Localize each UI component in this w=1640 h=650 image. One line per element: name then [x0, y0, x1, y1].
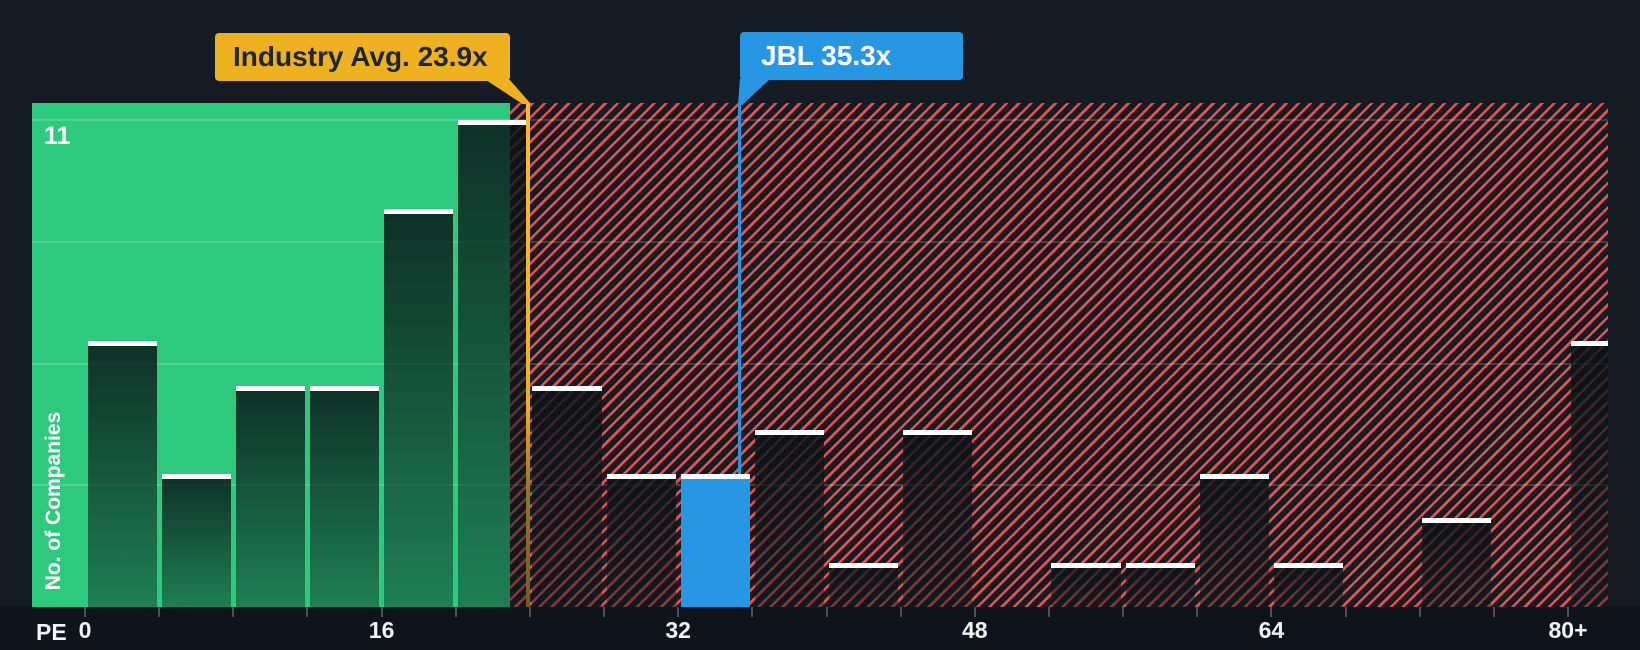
x-axis-tick	[84, 607, 86, 617]
x-axis-tick	[306, 607, 309, 617]
x-axis-tick-label: 48	[962, 617, 988, 643]
histogram-bar[interactable]	[87, 341, 157, 607]
histogram-bar-company[interactable]	[680, 474, 750, 607]
x-axis-tick	[528, 607, 531, 617]
histogram-bar[interactable]	[458, 120, 528, 607]
histogram-bar[interactable]	[161, 474, 231, 607]
bar-top-marker	[309, 385, 380, 391]
bar-top-marker	[754, 429, 824, 435]
gridline	[32, 119, 1608, 121]
bar-top-marker	[87, 341, 157, 347]
x-axis-tick-label: 32	[665, 617, 691, 643]
histogram-bar[interactable]	[754, 429, 824, 607]
x-axis-tick	[454, 607, 457, 617]
x-axis-tick	[603, 607, 606, 617]
bar-top-marker	[1199, 474, 1269, 480]
gridline	[32, 240, 1608, 243]
histogram-bar[interactable]	[1199, 474, 1269, 607]
x-axis-tick-label: 80+	[1548, 617, 1588, 643]
x-axis-tick	[1270, 607, 1273, 617]
histogram-bar[interactable]	[606, 474, 676, 607]
histogram-bar[interactable]	[903, 429, 973, 607]
histogram-bar[interactable]	[1125, 562, 1195, 607]
gridline	[32, 362, 1608, 365]
x-axis-tick-label: 0	[78, 617, 92, 643]
company-callout-pointer	[738, 79, 770, 105]
x-axis-tick-label: 64	[1258, 617, 1285, 643]
company-callout: JBL 35.3x	[740, 32, 963, 80]
industry-avg-callout-pointer	[486, 80, 531, 104]
x-axis-tick	[1047, 607, 1050, 617]
bar-top-marker	[606, 474, 676, 480]
x-axis-tick	[1344, 607, 1347, 617]
x-axis-tick	[973, 607, 976, 617]
y-axis-max-value: 11	[44, 122, 71, 150]
company-callout-label: JBL 35.3x	[761, 40, 892, 71]
bar-top-marker	[384, 208, 454, 214]
y-axis-title: No. of Companies	[42, 411, 65, 591]
histogram-bar[interactable]	[309, 385, 380, 607]
histogram-bar[interactable]	[532, 385, 602, 607]
x-axis-tick	[1196, 607, 1199, 617]
x-axis-tick	[899, 607, 902, 617]
industry-avg-line	[526, 103, 531, 607]
bar-top-marker	[235, 385, 305, 391]
x-axis-tick-label: 16	[368, 617, 395, 643]
bar-top-marker	[1125, 562, 1195, 568]
bar-top-marker	[1422, 518, 1492, 524]
x-axis-tick	[751, 607, 754, 617]
histogram-bar[interactable]	[1273, 562, 1344, 607]
histogram-bar[interactable]	[384, 208, 454, 607]
x-axis-tick	[380, 607, 383, 617]
bar-top-marker	[680, 474, 750, 480]
x-axis-tick	[1122, 607, 1125, 617]
company-pe-line	[737, 103, 741, 475]
bar-top-marker	[903, 429, 973, 435]
x-axis-tick	[232, 607, 235, 617]
bar-top-marker	[532, 385, 602, 391]
industry-avg-callout-label: Industry Avg. 23.9x	[233, 41, 488, 72]
x-axis-title: PE	[36, 619, 67, 645]
x-axis-tick	[1418, 607, 1421, 617]
bar-top-marker	[458, 120, 528, 125]
histogram-bar[interactable]	[1051, 562, 1121, 607]
bar-top-marker	[1273, 562, 1344, 568]
x-axis-tick	[1492, 607, 1495, 617]
bar-top-marker	[161, 474, 231, 480]
x-axis-tick	[825, 607, 828, 617]
x-axis-tick	[158, 607, 161, 617]
industry-avg-callout: Industry Avg. 23.9x	[215, 33, 510, 81]
x-axis-tick	[1567, 607, 1569, 617]
bar-top-marker	[1051, 562, 1121, 568]
x-axis-tick	[677, 607, 680, 617]
bar-top-marker	[829, 562, 899, 568]
histogram-bar[interactable]	[1570, 341, 1608, 607]
x-axis-strip	[0, 607, 1640, 650]
histogram-bar[interactable]	[1422, 518, 1492, 607]
bar-top-marker	[1570, 341, 1608, 347]
histogram-bar[interactable]	[235, 385, 305, 607]
histogram-bar[interactable]	[829, 562, 899, 607]
